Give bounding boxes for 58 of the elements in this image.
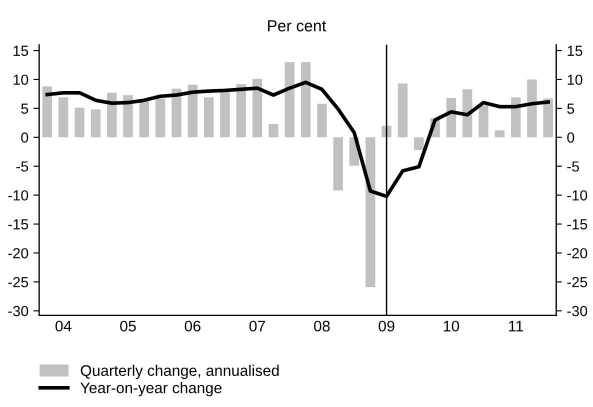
y-tick-label: 10 <box>14 74 28 85</box>
bar <box>204 97 214 138</box>
legend-label: Quarterly change, annualised <box>80 364 279 380</box>
bar <box>284 62 294 138</box>
bar <box>300 62 311 138</box>
bar <box>527 79 537 138</box>
y-tick-label: -5 <box>16 161 28 172</box>
y2-tick-label: -15 <box>567 219 588 230</box>
chart-subtitle: Per cent <box>268 20 326 32</box>
bar <box>42 86 52 138</box>
bar <box>107 92 117 138</box>
bar <box>366 137 376 288</box>
y-tick-label: -15 <box>8 219 28 230</box>
y-tick-label: -10 <box>8 190 28 201</box>
bar <box>333 137 343 191</box>
y2-tick-label: 15 <box>568 46 582 56</box>
bar <box>398 84 408 138</box>
bar <box>172 88 182 138</box>
y-tick-label: 5 <box>21 104 28 114</box>
y2-tick-label: -20 <box>567 248 588 258</box>
y-tick-label: 15 <box>14 46 28 56</box>
x-tick-label: 06 <box>184 320 200 332</box>
x-tick-label: 10 <box>444 320 460 332</box>
bar <box>494 130 505 138</box>
x-tick-label: 04 <box>55 320 72 332</box>
y2-tick-label: 10 <box>568 74 582 85</box>
y-tick-label: -30 <box>8 306 28 316</box>
bar <box>252 78 262 138</box>
x-tick-label: 11 <box>509 320 524 332</box>
y2-tick-label: 0 <box>567 132 574 143</box>
bar <box>90 110 101 138</box>
legend-label: Year-on-year change <box>80 382 222 396</box>
y2-tick-label: -30 <box>567 306 588 316</box>
y-tick-label: -25 <box>8 276 28 288</box>
y2-tick-label: -10 <box>567 190 588 201</box>
x-tick-label: 05 <box>120 320 136 332</box>
bar <box>74 108 84 138</box>
bar <box>139 101 150 138</box>
bar <box>220 92 230 138</box>
x-tick-label: 07 <box>249 320 266 332</box>
x-tick-label: 08 <box>314 320 330 332</box>
bar <box>414 137 424 150</box>
x-tick-label: 09 <box>378 320 394 332</box>
bar <box>123 95 133 138</box>
bar <box>236 84 246 138</box>
bar <box>462 89 472 138</box>
bar <box>268 124 278 138</box>
bar <box>317 104 327 138</box>
y-tick-label: -20 <box>8 248 28 258</box>
bar <box>543 98 553 138</box>
bar <box>58 97 68 138</box>
y2-tick-label: -25 <box>567 276 588 288</box>
y-tick-label: 0 <box>21 132 28 143</box>
bar <box>155 98 166 138</box>
y2-tick-label: 5 <box>567 104 574 114</box>
y2-tick-label: -5 <box>567 161 580 172</box>
bar <box>188 84 198 138</box>
bar <box>478 105 488 138</box>
